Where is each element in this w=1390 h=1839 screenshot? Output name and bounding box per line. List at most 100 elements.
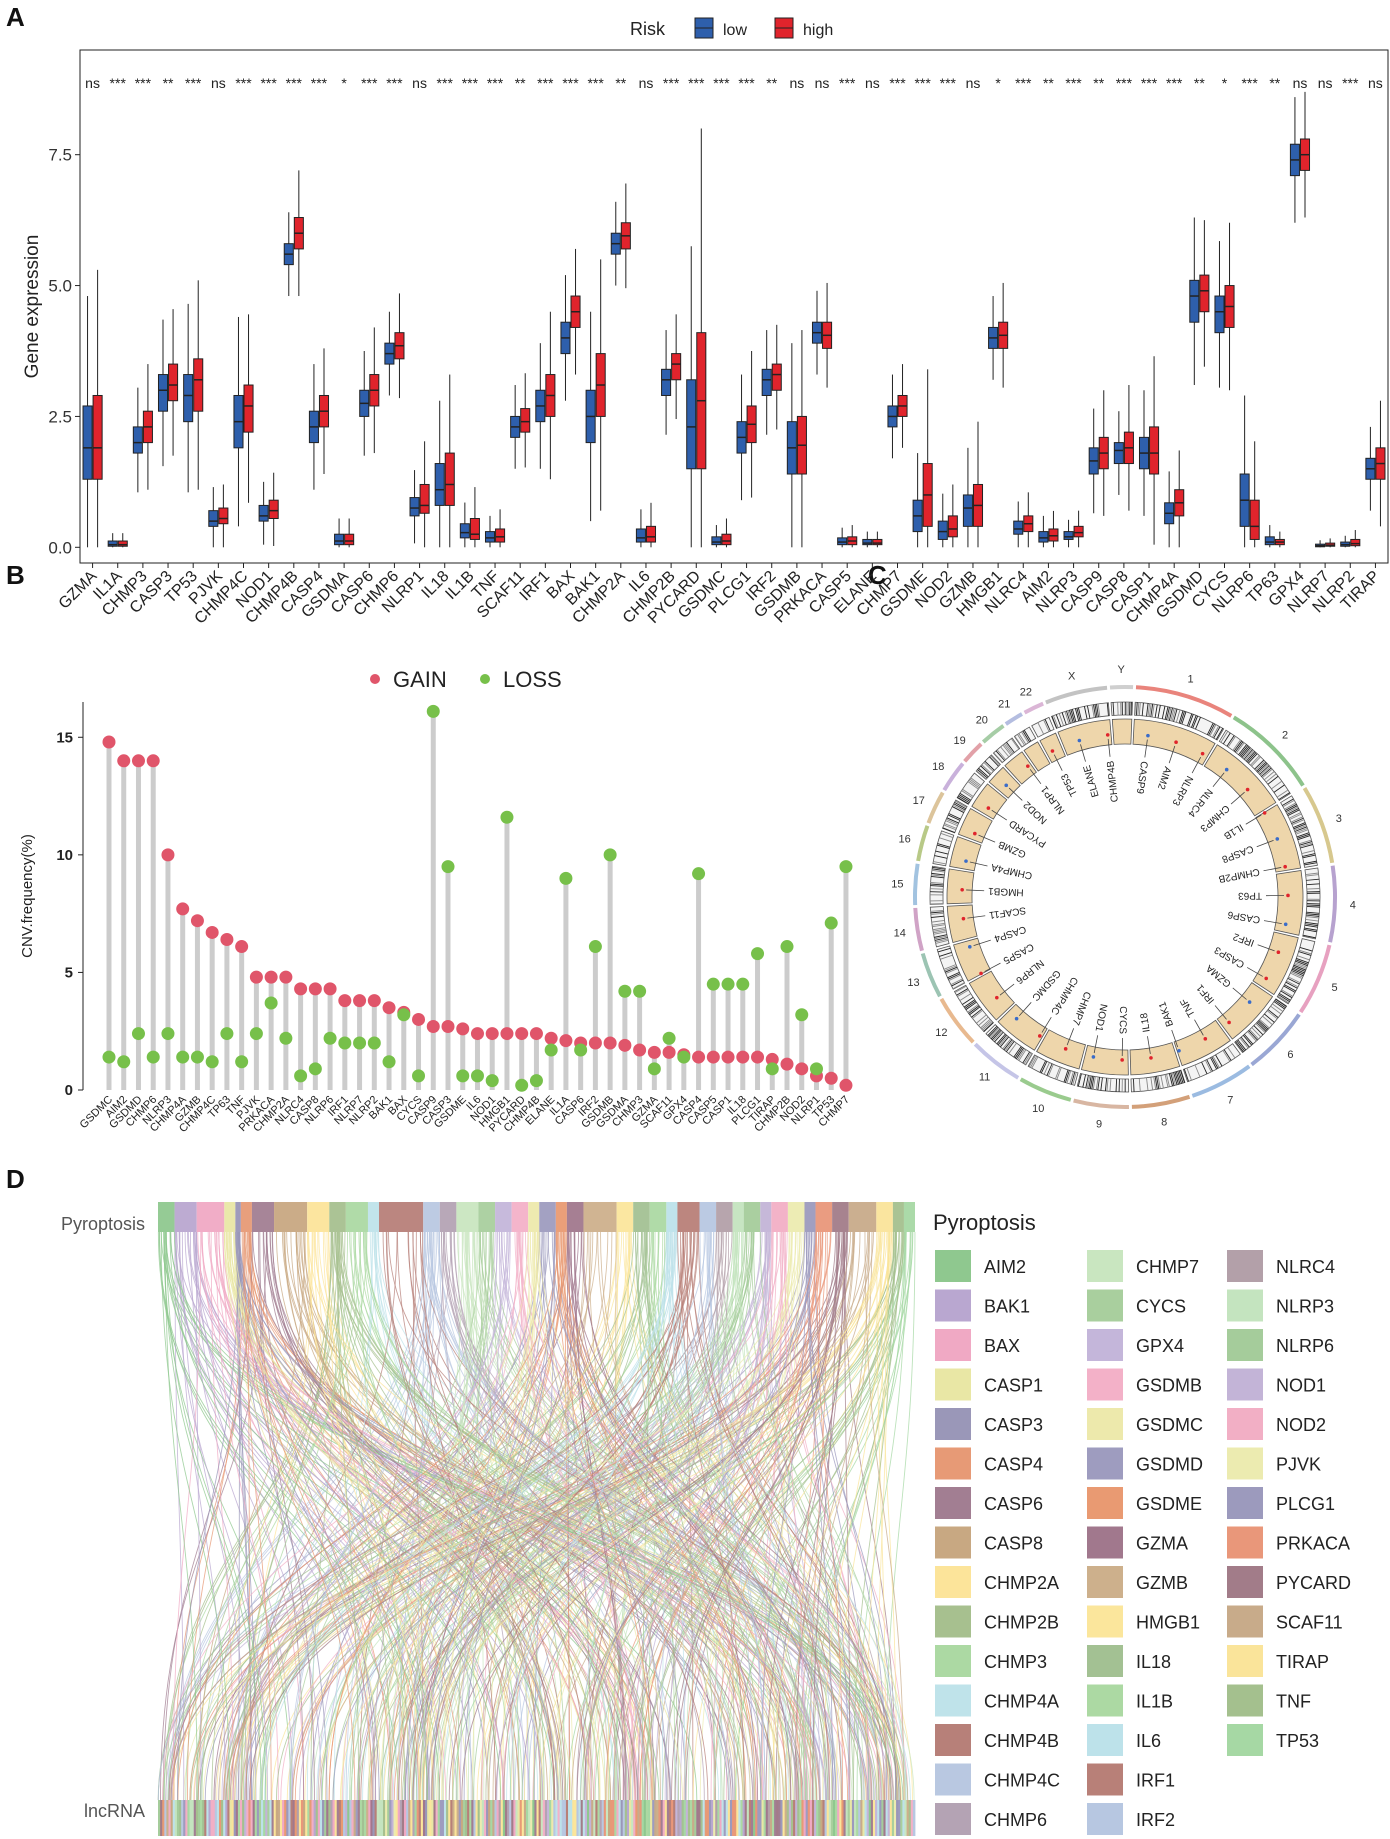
a-box-high-box [419,483,430,514]
c-ideogram-band [1278,994,1290,1003]
d-legend-label: IRF1 [1136,1771,1175,1791]
c-ideogram-band [1293,966,1306,972]
c-label-connector [1245,814,1262,825]
c-label-connector [1147,1036,1151,1055]
d-lncrna-node [717,1800,720,1836]
a-significance: *** [562,75,579,91]
d-flow-link [809,1231,828,1801]
d-pyroptosis-node [528,1202,540,1232]
b-ytick-label: 15 [56,729,73,746]
c-ideogram-band [1148,703,1152,717]
d-lncrna-node [345,1800,348,1836]
d-lncrna-node [338,1800,342,1836]
c-ideogram-band [947,972,960,979]
d-flow-link [518,1231,716,1801]
d-legend-label: NLRP3 [1276,1297,1334,1317]
c-ideogram-band [1004,1040,1014,1052]
d-legend-swatch [1227,1605,1263,1638]
d-lncrna-node [650,1800,653,1836]
c-ideogram-band [1293,823,1306,830]
c-ideogram-band [1055,714,1062,727]
d-flow-link [372,1231,445,1801]
d-lncrna-node [610,1800,613,1836]
c-ideogram-band [1306,904,1320,907]
d-legend-swatch [935,1368,971,1401]
c-ideogram-band [1265,773,1277,783]
d-lncrna-node [296,1800,300,1836]
d-lncrna-node [530,1800,533,1836]
c-cnv-dot [995,995,999,1000]
c-ideogram-band [1064,711,1070,724]
c-label-connector [973,939,991,946]
d-lncrna-node [305,1800,308,1836]
d-legend-label: GZMA [1136,1534,1188,1554]
d-flow-link [583,1231,793,1801]
d-flow-link [440,1231,821,1801]
d-legend-label: GSDME [1136,1494,1202,1514]
c-cnv-track [1273,870,1304,936]
c-ideogram-band [980,765,991,775]
d-flow-link [622,1231,784,1801]
d-legend-swatch [1087,1803,1123,1835]
d-lncrna-node [422,1800,426,1836]
b-point-gain [706,1050,720,1064]
c-ideogram-band [1192,715,1199,729]
d-lncrna-node [443,1800,447,1836]
d-lncrna-node [164,1800,167,1836]
b-ytick-label: 0 [65,1082,73,1099]
c-ideogram-band [1124,1078,1126,1092]
d-flow-link [233,1231,572,1801]
d-lncrna-node [843,1800,847,1836]
c-chrom-color-arc [1250,1013,1301,1067]
c-ideogram-band [930,900,944,902]
d-lncrna-node [757,1800,760,1836]
c-cnv-dot [1262,811,1267,815]
d-lncrna-node [822,1800,825,1836]
c-ideogram-band [983,762,994,772]
c-ideogram-band [1273,1001,1285,1010]
c-ideogram-band [1127,702,1129,716]
d-lncrna-node [412,1800,415,1836]
d-lncrna-node [227,1800,230,1836]
c-ideogram-band [930,909,944,912]
d-lncrna-node [181,1800,184,1836]
c-ideogram-band [937,947,951,953]
c-ideogram-band [1064,1070,1070,1083]
d-legend-label: NLRP6 [1276,1336,1334,1356]
d-lncrna-node [645,1800,649,1836]
d-lncrna-node [286,1800,289,1836]
c-ideogram-band [991,1029,1002,1041]
d-lncrna-node [740,1800,743,1836]
d-lncrna-node [288,1800,291,1836]
c-ideogram-band [1306,911,1320,914]
d-lncrna-node [395,1800,399,1836]
d-legend-label: CHMP2A [984,1573,1059,1593]
b-point-gain [279,970,293,984]
c-ideogram-band [1306,906,1320,908]
d-flow-link [169,1231,852,1801]
c-ideogram-band [967,781,979,790]
a-box-high-box [1048,528,1059,542]
c-ideogram-band [965,1001,977,1011]
d-lncrna-node [370,1800,373,1836]
c-ideogram-band [994,1031,1004,1043]
c-ideogram-band [939,952,952,957]
c-ideogram-band [943,964,957,970]
d-lncrna-node [563,1800,567,1836]
d-lncrna-node [858,1800,861,1836]
c-ideogram-band [1282,798,1294,806]
c-ideogram-band [1146,703,1149,717]
d-lncrna-node [784,1800,788,1836]
d-pyroptosis-node [307,1202,330,1232]
d-lncrna-node [639,1800,643,1836]
d-lncrna-node [271,1800,275,1836]
c-ideogram-band [1306,900,1320,902]
d-lncrna-node [191,1800,195,1836]
d-flow-link [760,1231,808,1801]
d-lncrna-node [885,1800,889,1836]
c-ideogram-band [1245,751,1256,762]
d-flow-link [237,1231,729,1801]
c-ideogram-band [1215,1054,1223,1067]
b-point-loss [677,1050,691,1064]
d-lncrna-node [340,1800,344,1836]
